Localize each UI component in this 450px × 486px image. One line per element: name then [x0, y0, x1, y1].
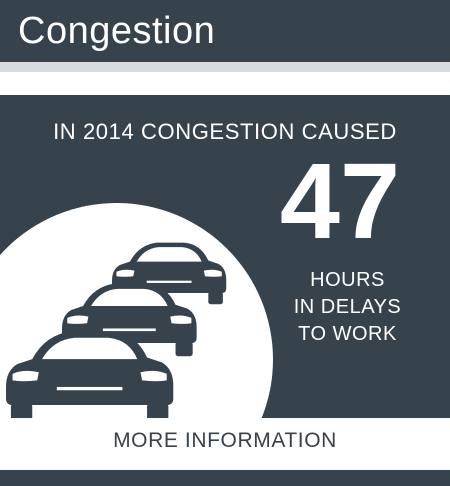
stat-unit-line-2: IN DELAYS [293, 296, 402, 318]
stat-panel: IN 2014 CONGESTION CAUSED 47 HOURS IN DE… [0, 95, 450, 418]
footer-bar [0, 418, 450, 468]
stat-value: 47 [279, 140, 401, 261]
title-divider [0, 62, 450, 72]
cars-in-traffic-icon [6, 242, 227, 418]
stat-unit-line-1: HOURS [310, 269, 385, 291]
more-information-link[interactable]: MORE INFORMATION [113, 429, 337, 452]
bottom-strip [0, 470, 450, 486]
card-title: Congestion [18, 10, 216, 52]
stat-unit: HOURS IN DELAYS TO WORK [285, 267, 410, 348]
title-bar: Congestion [0, 0, 450, 62]
stat-unit-line-3: TO WORK [298, 323, 397, 345]
stat-headline: IN 2014 CONGESTION CAUSED [53, 119, 397, 144]
